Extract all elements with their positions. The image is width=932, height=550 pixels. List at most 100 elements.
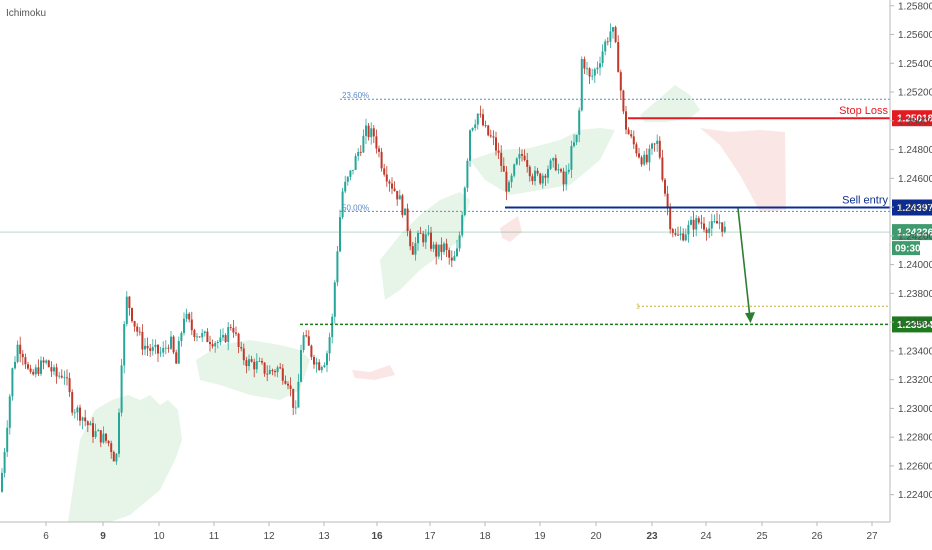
candle-body xyxy=(362,135,365,153)
candle-body xyxy=(292,388,295,408)
candle-body xyxy=(536,170,539,174)
candle-body xyxy=(307,336,310,346)
candle-body xyxy=(131,308,133,322)
candle-body xyxy=(349,170,352,177)
candle-body xyxy=(138,331,141,333)
candle-body xyxy=(393,188,396,191)
candle-body xyxy=(315,362,318,365)
candle-body xyxy=(365,125,367,136)
candle-body xyxy=(695,218,698,230)
time-tick-label: 25 xyxy=(756,531,768,542)
candle-body xyxy=(718,222,721,224)
candle-body xyxy=(47,360,50,368)
candle-body xyxy=(73,412,76,414)
candle-body xyxy=(258,361,261,362)
candle-body xyxy=(567,169,570,172)
candle-body xyxy=(406,208,409,231)
candle-body xyxy=(240,346,243,349)
candle-body xyxy=(27,364,29,369)
candle-body xyxy=(591,75,594,77)
candle-body xyxy=(63,377,66,379)
trade-levels[interactable]: 1.24226 09:30 Stop Loss 1.25018 Sell entry 1.… xyxy=(0,105,932,333)
candle-body xyxy=(674,233,677,235)
candle-body xyxy=(281,368,284,381)
candle-body xyxy=(461,215,464,236)
candle-body xyxy=(500,152,503,166)
candle-body xyxy=(203,331,206,334)
candle-body xyxy=(136,326,139,332)
candle-body xyxy=(622,90,625,112)
candle-body xyxy=(128,296,131,309)
candle-body xyxy=(411,246,414,255)
price-tick-label: 1.23200 xyxy=(898,375,932,386)
candle-body xyxy=(687,224,690,235)
candle-body xyxy=(682,233,685,241)
candle-body xyxy=(157,344,159,354)
candle-body xyxy=(245,360,248,367)
fibonacci-levels: 23.60% 50.00% 1 xyxy=(340,91,890,310)
candle-body xyxy=(235,332,237,334)
candle-body xyxy=(341,191,344,218)
candle-body xyxy=(370,128,373,138)
candle-body xyxy=(583,59,586,69)
candle-body xyxy=(8,396,11,428)
candle-body xyxy=(671,229,674,234)
candle-body xyxy=(658,140,661,158)
candle-body xyxy=(229,327,232,328)
candle-body xyxy=(1,472,3,492)
time-tick-label: 16 xyxy=(371,531,383,542)
time-axis[interactable]: 6 9 10 11 12 13 16 17 18 19 20 23 24 25 26 27 xyxy=(0,521,890,542)
candle-body xyxy=(287,383,289,386)
candle-body xyxy=(227,327,230,342)
candle-body xyxy=(679,233,682,236)
indicator-label[interactable]: Ichimoku xyxy=(6,8,46,19)
candle-body xyxy=(596,67,599,70)
candle-body xyxy=(557,169,560,171)
candle-body xyxy=(276,367,279,373)
candle-body xyxy=(97,430,100,432)
candle-body xyxy=(21,353,24,358)
time-tick-label: 20 xyxy=(590,531,602,542)
cloud-bull xyxy=(68,395,182,522)
price-tick-label: 1.25000 xyxy=(898,116,932,127)
candle-body xyxy=(19,344,22,354)
candle-body xyxy=(279,367,282,369)
candle-body xyxy=(162,347,165,353)
arrow-shaft xyxy=(737,208,751,319)
candle-body xyxy=(645,154,648,163)
candle-body xyxy=(183,318,185,333)
stop-loss-price-value: 1.25018 xyxy=(897,114,932,125)
candle-body xyxy=(710,221,713,229)
candle-body xyxy=(6,427,9,452)
candle-body xyxy=(664,179,666,194)
candle-body xyxy=(422,233,425,243)
candle-body xyxy=(666,193,669,207)
candle-body xyxy=(502,165,505,172)
candle-body xyxy=(409,230,412,247)
candle-body xyxy=(588,68,591,77)
candle-body xyxy=(458,235,461,249)
candle-body xyxy=(305,335,308,337)
candle-body xyxy=(401,195,404,216)
candle-body xyxy=(11,368,14,397)
candle-body xyxy=(313,357,315,365)
sell-entry-price-value: 1.24397 xyxy=(897,203,932,214)
price-axis[interactable]: 1.25800 1.25600 1.25400 1.25200 1.25000 1.248… xyxy=(889,0,932,522)
price-tick-label: 1.24000 xyxy=(898,260,932,271)
candle-body xyxy=(201,333,204,338)
candle-body xyxy=(50,367,53,372)
candle-body xyxy=(268,370,271,375)
candle-body xyxy=(445,243,448,251)
candle-body xyxy=(263,362,266,374)
candle-body xyxy=(619,72,622,91)
candle-body xyxy=(380,151,383,169)
candle-body xyxy=(289,385,292,389)
sell-entry-label: Sell entry xyxy=(842,195,888,207)
candle-body xyxy=(552,158,555,161)
candle-body xyxy=(656,140,659,144)
candle-body xyxy=(45,360,48,363)
candle-body xyxy=(708,228,711,234)
candle-body xyxy=(487,125,490,136)
candle-body xyxy=(196,336,198,338)
